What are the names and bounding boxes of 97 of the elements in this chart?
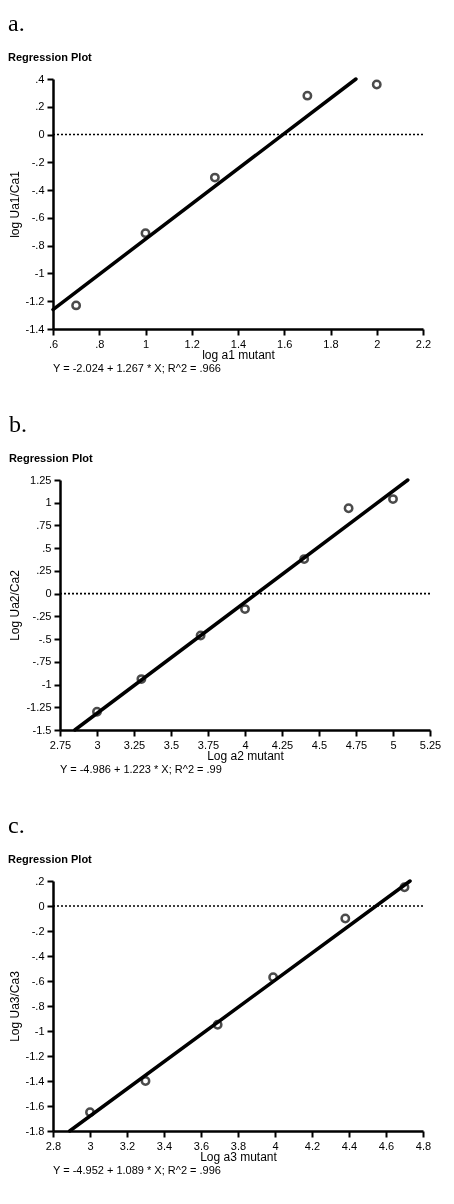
x-tick-label: 1.8 — [323, 337, 339, 350]
chart-subtitle: Regression Plot — [8, 452, 94, 464]
text: Y = -2.024 + 1.267 * X; R^2 = .966 — [53, 362, 221, 374]
y-tick-label: -1.6 — [25, 1099, 45, 1112]
point — [240, 604, 250, 615]
point — [85, 1107, 95, 1118]
y-tick-label: -1 — [34, 1024, 45, 1037]
chart-title: a. — [8, 10, 25, 36]
chart-title: b. — [8, 411, 27, 437]
x-tick-label: 2.2 — [415, 337, 432, 350]
y-tick-label: -1.5 — [32, 723, 52, 736]
point — [343, 503, 354, 514]
point — [340, 913, 351, 924]
chart-subtitle: Regression Plot — [8, 853, 93, 865]
y-tick-label: -1.8 — [25, 1124, 45, 1137]
x-tick-label: 3.6 — [193, 1139, 210, 1152]
y-tick-label: .4 — [35, 72, 45, 85]
x-tick-label: 2 — [374, 337, 381, 350]
y-tick-label: -1.25 — [26, 700, 52, 713]
x-tick-label: 1.6 — [277, 337, 293, 350]
x-tick-label: 1 — [142, 337, 150, 350]
x-tick-label: 4.6 — [378, 1139, 395, 1152]
x-tick-label: 5 — [390, 738, 397, 751]
x-tick-label: 4.75 — [345, 738, 368, 751]
x-tick-label: 4.5 — [311, 738, 328, 751]
x-tick-label: 3.25 — [123, 738, 146, 751]
point — [371, 79, 382, 90]
y-tick-label: -.2 — [31, 924, 45, 937]
y-tick-label: -1 — [41, 678, 52, 691]
y-axis-title: Log Ua3/Ca3 — [7, 970, 22, 1042]
x-tick-label: 4.4 — [341, 1139, 358, 1152]
y-tick-label: -1.4 — [25, 1074, 45, 1087]
y-tick-label: -.4 — [31, 183, 45, 196]
x-axis-title: Log a3 mutant — [200, 1149, 278, 1164]
point — [71, 300, 82, 311]
y-tick-label: -.5 — [38, 632, 52, 645]
y-tick-label: 0 — [45, 587, 52, 600]
y-tick-label: .2 — [35, 100, 45, 113]
y-tick-label: 0 — [38, 899, 45, 912]
point — [209, 172, 220, 183]
y-tick-label: -1.4 — [25, 322, 45, 335]
x-tick-label: 4.2 — [304, 1139, 321, 1152]
y-tick-label: 0 — [38, 128, 45, 141]
y-tick-label: -.6 — [31, 974, 45, 987]
text: Y = -4.986 + 1.223 * X; R^2 = .99 — [60, 763, 222, 775]
x-tick-label: 2.8 — [45, 1139, 62, 1152]
point — [302, 90, 313, 101]
point — [268, 972, 279, 983]
y-tick-label: -.2 — [31, 155, 45, 168]
x-tick-label: 3.4 — [156, 1139, 173, 1152]
point — [92, 706, 102, 717]
x-tick-label: 3 — [94, 738, 101, 751]
chart-subtitle: Regression Plot — [8, 51, 93, 63]
point — [195, 630, 206, 641]
y-tick-label: -.8 — [31, 999, 45, 1012]
x-axis-title: log a1 mutant — [202, 347, 276, 362]
x-tick-label: .6 — [48, 337, 59, 350]
y-tick-label: 1.25 — [30, 473, 52, 486]
y-tick-label: -.75 — [32, 655, 52, 668]
x-tick-label: 2.75 — [49, 738, 72, 751]
y-tick-label: .75 — [36, 518, 52, 531]
text: Y = -4.952 + 1.089 * X; R^2 = .996 — [53, 1164, 221, 1176]
y-tick-label: -1 — [34, 266, 45, 279]
x-tick-label: 4 — [272, 1139, 279, 1152]
x-tick-label: 4.25 — [271, 738, 294, 751]
x-tick-label: 1.2 — [184, 337, 200, 350]
y-tick-label: -.6 — [31, 211, 45, 224]
y-tick-label: 1 — [45, 496, 52, 509]
y-tick-label: -1.2 — [25, 294, 45, 307]
x-tick-label: 3.75 — [197, 738, 220, 751]
y-axis-title: Log Ua2/Ca2 — [8, 569, 23, 641]
y-tick-label: .2 — [35, 874, 45, 887]
x-tick-label: 4.8 — [415, 1139, 432, 1152]
point — [136, 674, 147, 685]
point — [299, 554, 310, 565]
x-tick-label: 1.4 — [230, 337, 247, 350]
point — [212, 1019, 223, 1030]
x-tick-label: 3.5 — [163, 738, 180, 751]
y-tick-label: -.25 — [32, 609, 52, 622]
y-tick-label: .5 — [42, 541, 52, 554]
point — [388, 494, 398, 505]
point — [399, 882, 410, 893]
y-tick-label: .25 — [36, 564, 52, 577]
x-tick-label: 5.25 — [419, 738, 442, 751]
point — [140, 1076, 151, 1086]
y-tick-label: -1.2 — [25, 1049, 45, 1062]
chart-title: c. — [8, 812, 25, 838]
y-tick-label: -.4 — [31, 949, 45, 962]
x-tick-label: 3 — [87, 1139, 94, 1152]
y-axis-title: log Ua1/Ca1 — [7, 170, 22, 238]
point — [140, 228, 151, 239]
x-tick-label: 3.8 — [230, 1139, 247, 1152]
x-tick-label: 4 — [242, 738, 249, 751]
x-tick-label: .8 — [95, 337, 105, 350]
x-tick-label: 3.2 — [119, 1139, 136, 1152]
y-tick-label: -.8 — [31, 239, 45, 252]
x-axis-title: Log a2 mutant — [207, 748, 285, 763]
